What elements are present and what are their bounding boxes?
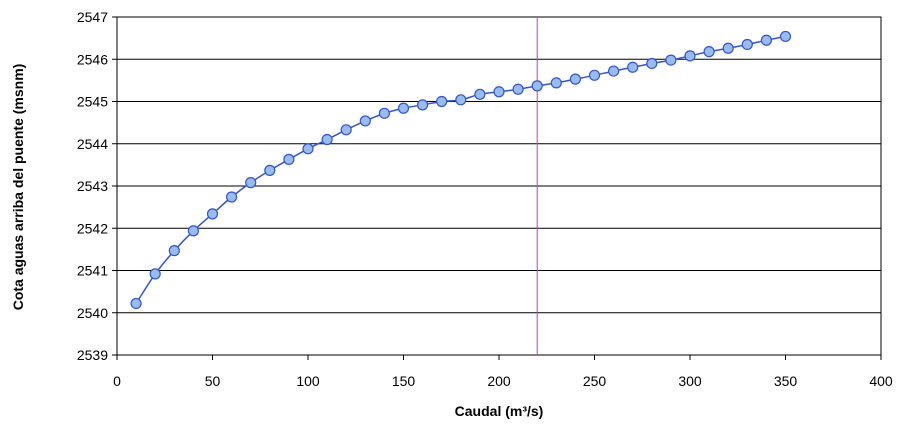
data-point [340, 124, 352, 136]
data-point [226, 191, 238, 203]
data-point [417, 99, 429, 111]
y-tick-label: 2541 [77, 263, 108, 279]
x-tick-label: 400 [869, 373, 893, 389]
data-point [493, 86, 505, 98]
data-point [760, 34, 773, 46]
y-tick-label: 2540 [77, 305, 108, 321]
x-tick-label: 150 [392, 373, 416, 389]
data-point [397, 102, 410, 114]
x-tick-label: 100 [296, 373, 320, 389]
gridlines [117, 58, 881, 314]
data-point [168, 245, 180, 257]
x-tick-label: 50 [205, 373, 221, 389]
x-tick-label: 0 [113, 373, 121, 389]
data-point [321, 133, 333, 146]
data-point [741, 38, 753, 51]
data-point [245, 177, 257, 189]
data-point [264, 164, 276, 176]
x-tick-label: 350 [774, 373, 798, 389]
data-point [550, 77, 562, 89]
markers [130, 30, 792, 310]
data-point [569, 73, 582, 85]
data-point [627, 61, 639, 73]
series-line [135, 35, 786, 304]
data-point [436, 95, 448, 108]
data-point [206, 208, 219, 220]
data-point [779, 30, 792, 43]
y-tick-label: 2539 [77, 347, 108, 363]
y-tick-label: 2547 [77, 9, 108, 25]
y-tick-label: 2543 [77, 178, 108, 194]
data-point [455, 94, 467, 106]
data-point [588, 69, 601, 81]
data-point [149, 268, 161, 280]
x-tick-label: 250 [583, 373, 607, 389]
y-axis-title: Cota aguas arriba del puente (msnm) [10, 64, 26, 311]
y-tick-label: 2542 [77, 220, 108, 236]
data-point [665, 54, 677, 66]
data-point [187, 225, 199, 237]
y-tick-label: 2544 [77, 136, 108, 152]
data-point [607, 65, 620, 77]
x-tick-label: 200 [487, 373, 511, 389]
data-point [378, 107, 390, 119]
data-point [722, 42, 734, 54]
data-point [646, 57, 658, 70]
data-point [531, 80, 543, 92]
data-point [703, 46, 715, 58]
y-tick-label: 2545 [77, 94, 108, 110]
data-point [359, 115, 371, 127]
data-point [474, 88, 486, 100]
data-point [302, 143, 314, 155]
data-point [684, 50, 696, 62]
data-point [130, 297, 142, 310]
y-ticks: 2539 2540 2541 2542 2543 2544 2545 2546 2547 [77, 9, 117, 363]
x-ticks: 0 50 100 150 200 250 300 350 400 [113, 355, 893, 389]
x-tick-label: 300 [678, 373, 702, 389]
y-tick-label: 2546 [77, 51, 108, 67]
data-point [512, 83, 524, 95]
data-point [283, 153, 295, 165]
x-axis-title: Caudal (m³/s) [455, 403, 544, 419]
